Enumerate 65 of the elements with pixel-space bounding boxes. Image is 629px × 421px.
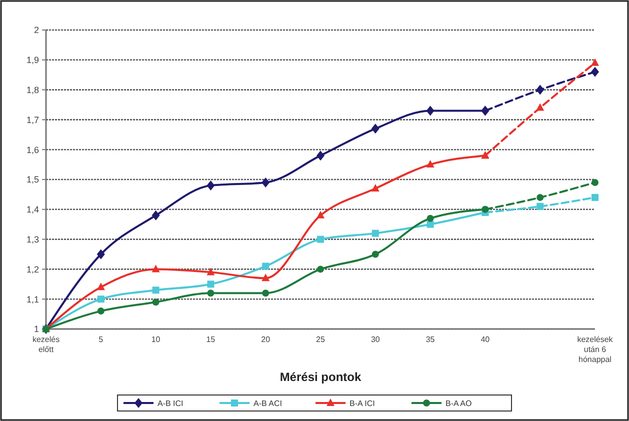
point bbox=[592, 178, 598, 186]
x-tick-label: 25 bbox=[316, 335, 326, 344]
y-tick-label: 1,5 bbox=[26, 174, 39, 185]
point bbox=[317, 266, 324, 273]
point bbox=[207, 290, 214, 297]
x-tick-label: 40 bbox=[480, 335, 490, 344]
legend-label: B-A AO bbox=[446, 398, 472, 408]
x-axis-title: Mérési pontok bbox=[280, 370, 362, 384]
point bbox=[536, 84, 544, 95]
point bbox=[207, 280, 214, 288]
y-tick-label: 1,1 bbox=[26, 294, 39, 304]
y-tick-label: 1,9 bbox=[26, 55, 39, 66]
point bbox=[262, 177, 270, 188]
point bbox=[426, 106, 434, 116]
point bbox=[206, 180, 215, 190]
point bbox=[317, 236, 324, 243]
legend-label: A-B ACI bbox=[254, 398, 282, 408]
point bbox=[536, 202, 544, 210]
point bbox=[152, 286, 160, 294]
y-tick-label: 1,8 bbox=[26, 84, 39, 95]
y-tick-label: 1,4 bbox=[26, 204, 39, 215]
x-tick-label: 5 bbox=[98, 335, 104, 344]
y-tick-label: 1,7 bbox=[26, 114, 39, 125]
x-tick-label: 35 bbox=[426, 335, 436, 344]
point bbox=[426, 160, 434, 168]
point bbox=[316, 210, 324, 218]
point bbox=[97, 296, 104, 303]
point bbox=[96, 249, 105, 260]
point bbox=[206, 268, 215, 276]
legend-label: A-B ICI bbox=[158, 398, 184, 408]
point bbox=[481, 151, 490, 159]
point bbox=[371, 124, 380, 134]
x-tick-label: 15 bbox=[206, 335, 216, 344]
point bbox=[262, 262, 270, 270]
point bbox=[426, 220, 434, 228]
point bbox=[152, 210, 160, 220]
y-tick-label: 2 bbox=[34, 25, 39, 36]
point bbox=[591, 58, 599, 66]
point bbox=[372, 230, 379, 237]
y-tick-label: 1,3 bbox=[26, 234, 39, 244]
point bbox=[536, 194, 544, 201]
point bbox=[371, 184, 380, 192]
y-tick-label: 1,6 bbox=[26, 144, 39, 155]
x-tick-label: 20 bbox=[261, 335, 271, 344]
x-tick-label: 30 bbox=[370, 335, 380, 344]
point bbox=[152, 298, 160, 306]
point bbox=[96, 282, 105, 290]
point bbox=[316, 150, 324, 161]
point bbox=[591, 66, 599, 77]
point bbox=[97, 308, 104, 315]
point bbox=[152, 264, 160, 272]
point bbox=[372, 250, 379, 258]
point bbox=[262, 274, 270, 282]
x-tick-label: kezelés előtt bbox=[32, 335, 60, 354]
y-tick-label: 1,2 bbox=[26, 264, 39, 274]
y-tick-label: 1 bbox=[34, 324, 39, 334]
x-tick-label: kezelések után 6 hónappal bbox=[577, 335, 614, 364]
point bbox=[482, 206, 489, 213]
point bbox=[426, 214, 434, 222]
legend-label: B-A ICI bbox=[350, 398, 375, 408]
point bbox=[536, 103, 544, 111]
x-tick-label: 10 bbox=[151, 335, 161, 344]
point bbox=[481, 106, 490, 116]
point bbox=[262, 290, 270, 297]
point bbox=[592, 194, 598, 201]
